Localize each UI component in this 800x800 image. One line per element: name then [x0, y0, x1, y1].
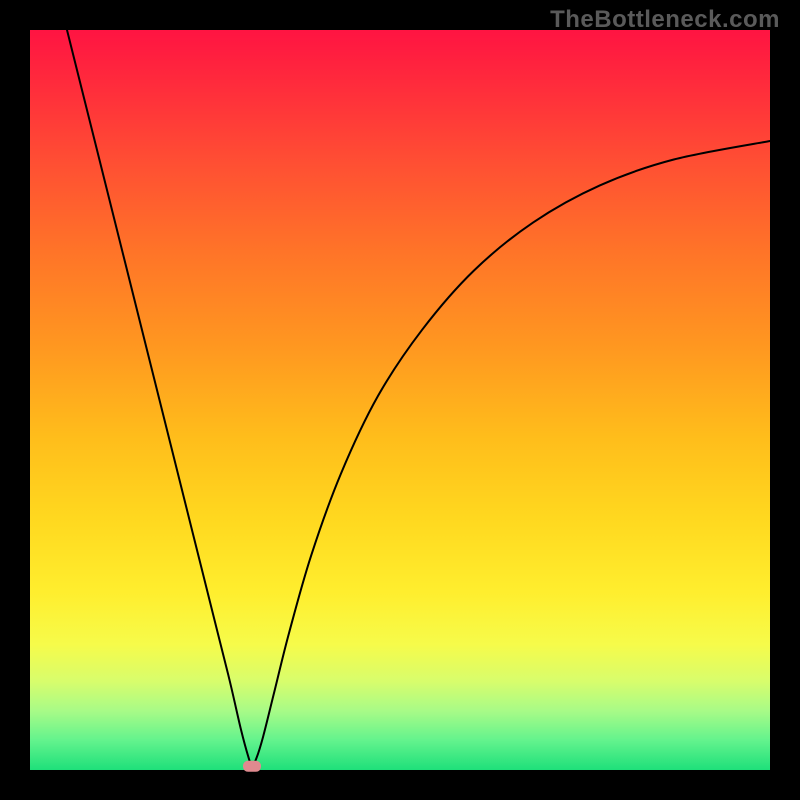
watermark-text: TheBottleneck.com — [550, 6, 780, 34]
chart-stage: TheBottleneck.com — [0, 0, 800, 800]
bottleneck-curve-chart — [0, 0, 800, 800]
chart-gradient-bg — [30, 30, 770, 770]
minimum-marker — [243, 761, 261, 772]
